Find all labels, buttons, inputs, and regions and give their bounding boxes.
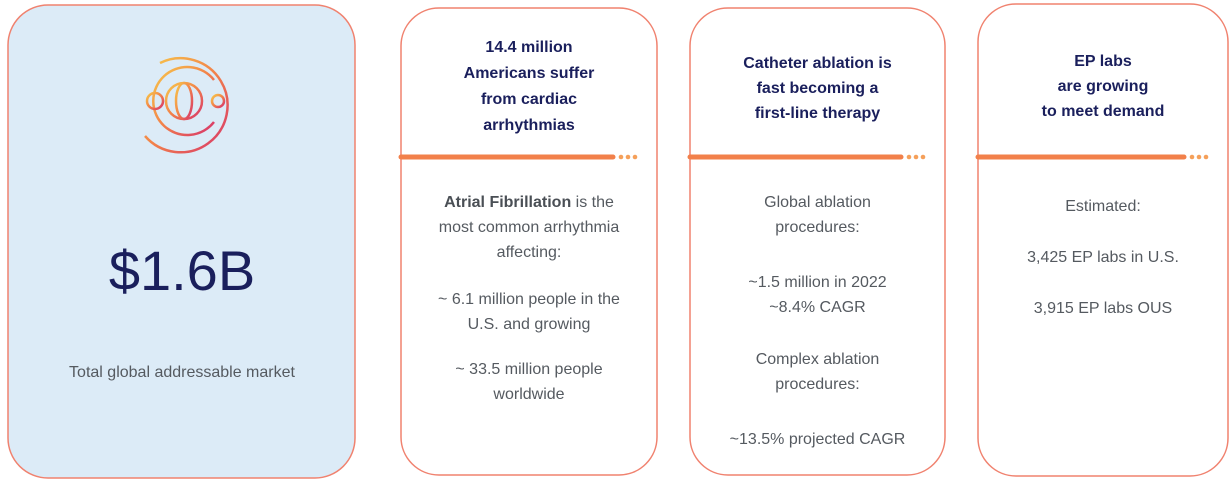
card-body: worldwide bbox=[492, 386, 564, 403]
divider-dot bbox=[913, 154, 919, 160]
info-card: 14.4 million Americans suffer from cardiac… bbox=[398, 7, 658, 476]
card-body: Atrial Fibrillation is the bbox=[444, 194, 614, 211]
card-title: are growing bbox=[1058, 78, 1149, 95]
globe-icon bbox=[144, 57, 229, 154]
card-frame bbox=[400, 7, 658, 476]
divider-dot bbox=[618, 154, 624, 160]
card-title: 14.4 million bbox=[485, 39, 572, 56]
card-body: procedures: bbox=[775, 376, 860, 393]
card-title: Catheter ablation is bbox=[743, 55, 892, 72]
market-card bbox=[7, 4, 356, 479]
divider-dot bbox=[906, 154, 912, 160]
info-card: Catheter ablation is fast becoming a first… bbox=[687, 7, 946, 476]
divider-dot bbox=[1196, 154, 1202, 160]
card-title: EP labs bbox=[1074, 53, 1132, 70]
card-body: ~8.4% CAGR bbox=[769, 299, 865, 316]
info-cards: 14.4 million Americans suffer from cardiac… bbox=[398, 3, 1229, 477]
card-title: Americans suffer bbox=[464, 65, 595, 82]
card-body: most common arrhythmia bbox=[439, 219, 620, 236]
card-body: ~ 33.5 million people bbox=[455, 361, 602, 378]
card-body: ~1.5 million in 2022 bbox=[748, 274, 886, 291]
card-body: Complex ablation bbox=[756, 351, 880, 368]
card-frame bbox=[977, 3, 1229, 477]
market-value: $1.6B bbox=[109, 239, 255, 302]
card-body: Estimated: bbox=[1065, 198, 1141, 215]
card-body: Global ablation bbox=[764, 194, 871, 211]
body-text: is the bbox=[571, 194, 614, 211]
card-frame bbox=[689, 7, 946, 476]
card-title: fast becoming a bbox=[757, 80, 879, 97]
divider-dot bbox=[1189, 154, 1195, 160]
divider-dot bbox=[920, 154, 926, 160]
card-body: 3,425 EP labs in U.S. bbox=[1027, 249, 1179, 266]
card-body: ~13.5% projected CAGR bbox=[730, 431, 906, 448]
card-title: from cardiac bbox=[481, 91, 577, 108]
info-card: EP labs are growing to meet demand Estimate… bbox=[975, 3, 1229, 477]
divider-dot bbox=[632, 154, 638, 160]
body-emphasis: Atrial Fibrillation bbox=[444, 194, 571, 211]
card-body: 3,915 EP labs OUS bbox=[1034, 300, 1172, 317]
card-title: arrhythmias bbox=[483, 117, 575, 134]
card-body: U.S. and growing bbox=[468, 316, 591, 333]
card-title: to meet demand bbox=[1042, 103, 1165, 120]
divider-dot bbox=[1203, 154, 1209, 160]
card-body: affecting: bbox=[497, 244, 562, 261]
card-title: first-line therapy bbox=[755, 105, 880, 122]
card-body: ~ 6.1 million people in the bbox=[438, 291, 620, 308]
card-body: procedures: bbox=[775, 219, 860, 236]
market-caption: Total global addressable market bbox=[69, 364, 295, 381]
divider-dot bbox=[625, 154, 631, 160]
